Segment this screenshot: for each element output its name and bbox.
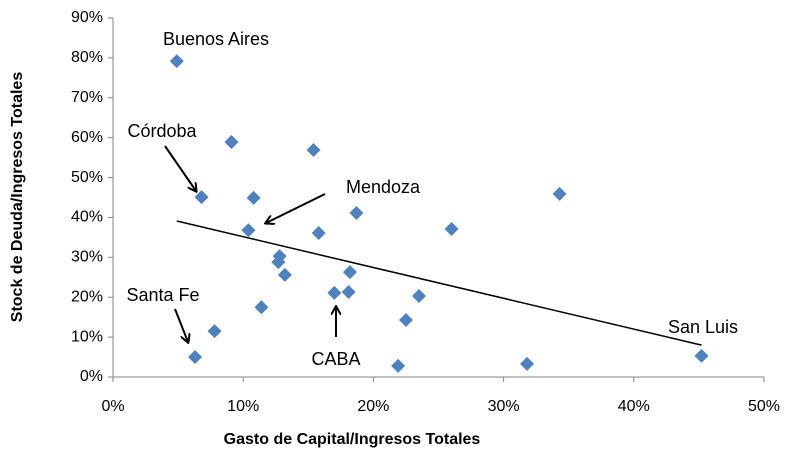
y-tick-label: 0% — [80, 368, 103, 385]
arrow — [164, 145, 196, 191]
annotation: Buenos Aires — [163, 29, 269, 49]
arrow — [266, 193, 326, 223]
point — [277, 267, 292, 282]
y-tick-label: 80% — [71, 49, 103, 66]
annotation: San Luis — [668, 317, 738, 337]
y-tick-label: 20% — [71, 288, 103, 305]
point — [327, 285, 342, 300]
point — [520, 356, 535, 371]
point — [188, 350, 203, 365]
y-tick-label: 70% — [71, 89, 103, 106]
x-tick-label: 50% — [748, 398, 780, 415]
point — [169, 54, 184, 69]
annotation: Santa Fe — [126, 285, 199, 305]
y-axis-title: Stock de Deuda/Ingresos Totales — [9, 72, 26, 323]
x-tick-label: 0% — [101, 398, 124, 415]
y-tick-label: 60% — [71, 129, 103, 146]
point — [391, 358, 406, 373]
annotation: Mendoza — [346, 177, 421, 197]
point — [694, 348, 709, 363]
point — [349, 206, 364, 221]
point — [342, 265, 357, 280]
annotation: Córdoba — [127, 121, 197, 141]
x-axis-title: Gasto de Capital/Ingresos Totales — [224, 431, 481, 448]
point — [241, 223, 256, 238]
x-tick-label: 30% — [488, 398, 520, 415]
point — [246, 190, 261, 205]
x-tick-label: 10% — [227, 398, 259, 415]
y-tick-label: 30% — [71, 249, 103, 266]
point — [254, 300, 269, 315]
annotation: CABA — [311, 349, 360, 369]
point — [194, 190, 209, 205]
point — [207, 324, 222, 339]
y-tick-label: 10% — [71, 328, 103, 345]
point — [306, 143, 321, 158]
point — [398, 312, 413, 327]
point — [552, 186, 567, 201]
y-tick-label: 90% — [71, 9, 103, 26]
point — [341, 285, 356, 300]
point — [444, 222, 459, 237]
x-tick-label: 40% — [618, 398, 650, 415]
y-tick-label: 40% — [71, 209, 103, 226]
arrow — [174, 308, 188, 342]
y-tick-label: 50% — [71, 169, 103, 186]
point — [311, 226, 326, 241]
point — [271, 255, 286, 270]
x-tick-label: 20% — [357, 398, 389, 415]
point — [224, 135, 239, 150]
trendline — [176, 220, 702, 346]
point — [411, 289, 426, 304]
